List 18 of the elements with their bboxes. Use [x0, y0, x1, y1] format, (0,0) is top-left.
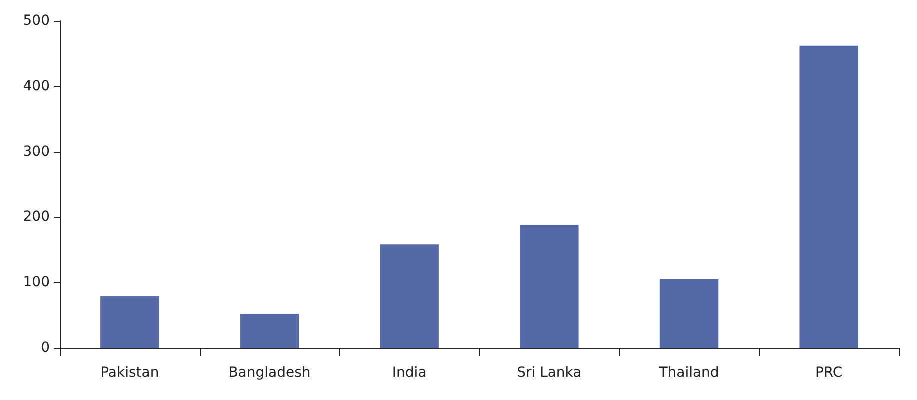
x-tick-label: Pakistan: [100, 365, 160, 381]
y-tick-label: 0: [41, 340, 50, 356]
x-tick-label: India: [392, 365, 427, 381]
x-tick-label: PRC: [815, 365, 843, 381]
bar: [660, 279, 719, 348]
x-tick-label: Sri Lanka: [517, 365, 582, 381]
y-tick-label: 500: [23, 13, 50, 29]
y-tick-label: 100: [23, 274, 50, 291]
bar: [520, 225, 579, 348]
y-tick-label: 300: [23, 144, 50, 160]
bar: [100, 296, 160, 348]
bar: [240, 314, 300, 348]
y-tick-label: 400: [23, 78, 50, 94]
x-tick-label: Thailand: [658, 365, 720, 381]
bar: [380, 244, 439, 348]
y-tick-label: 200: [23, 209, 50, 226]
x-tick-label: Bangladesh: [228, 365, 311, 381]
bar: [800, 46, 858, 348]
